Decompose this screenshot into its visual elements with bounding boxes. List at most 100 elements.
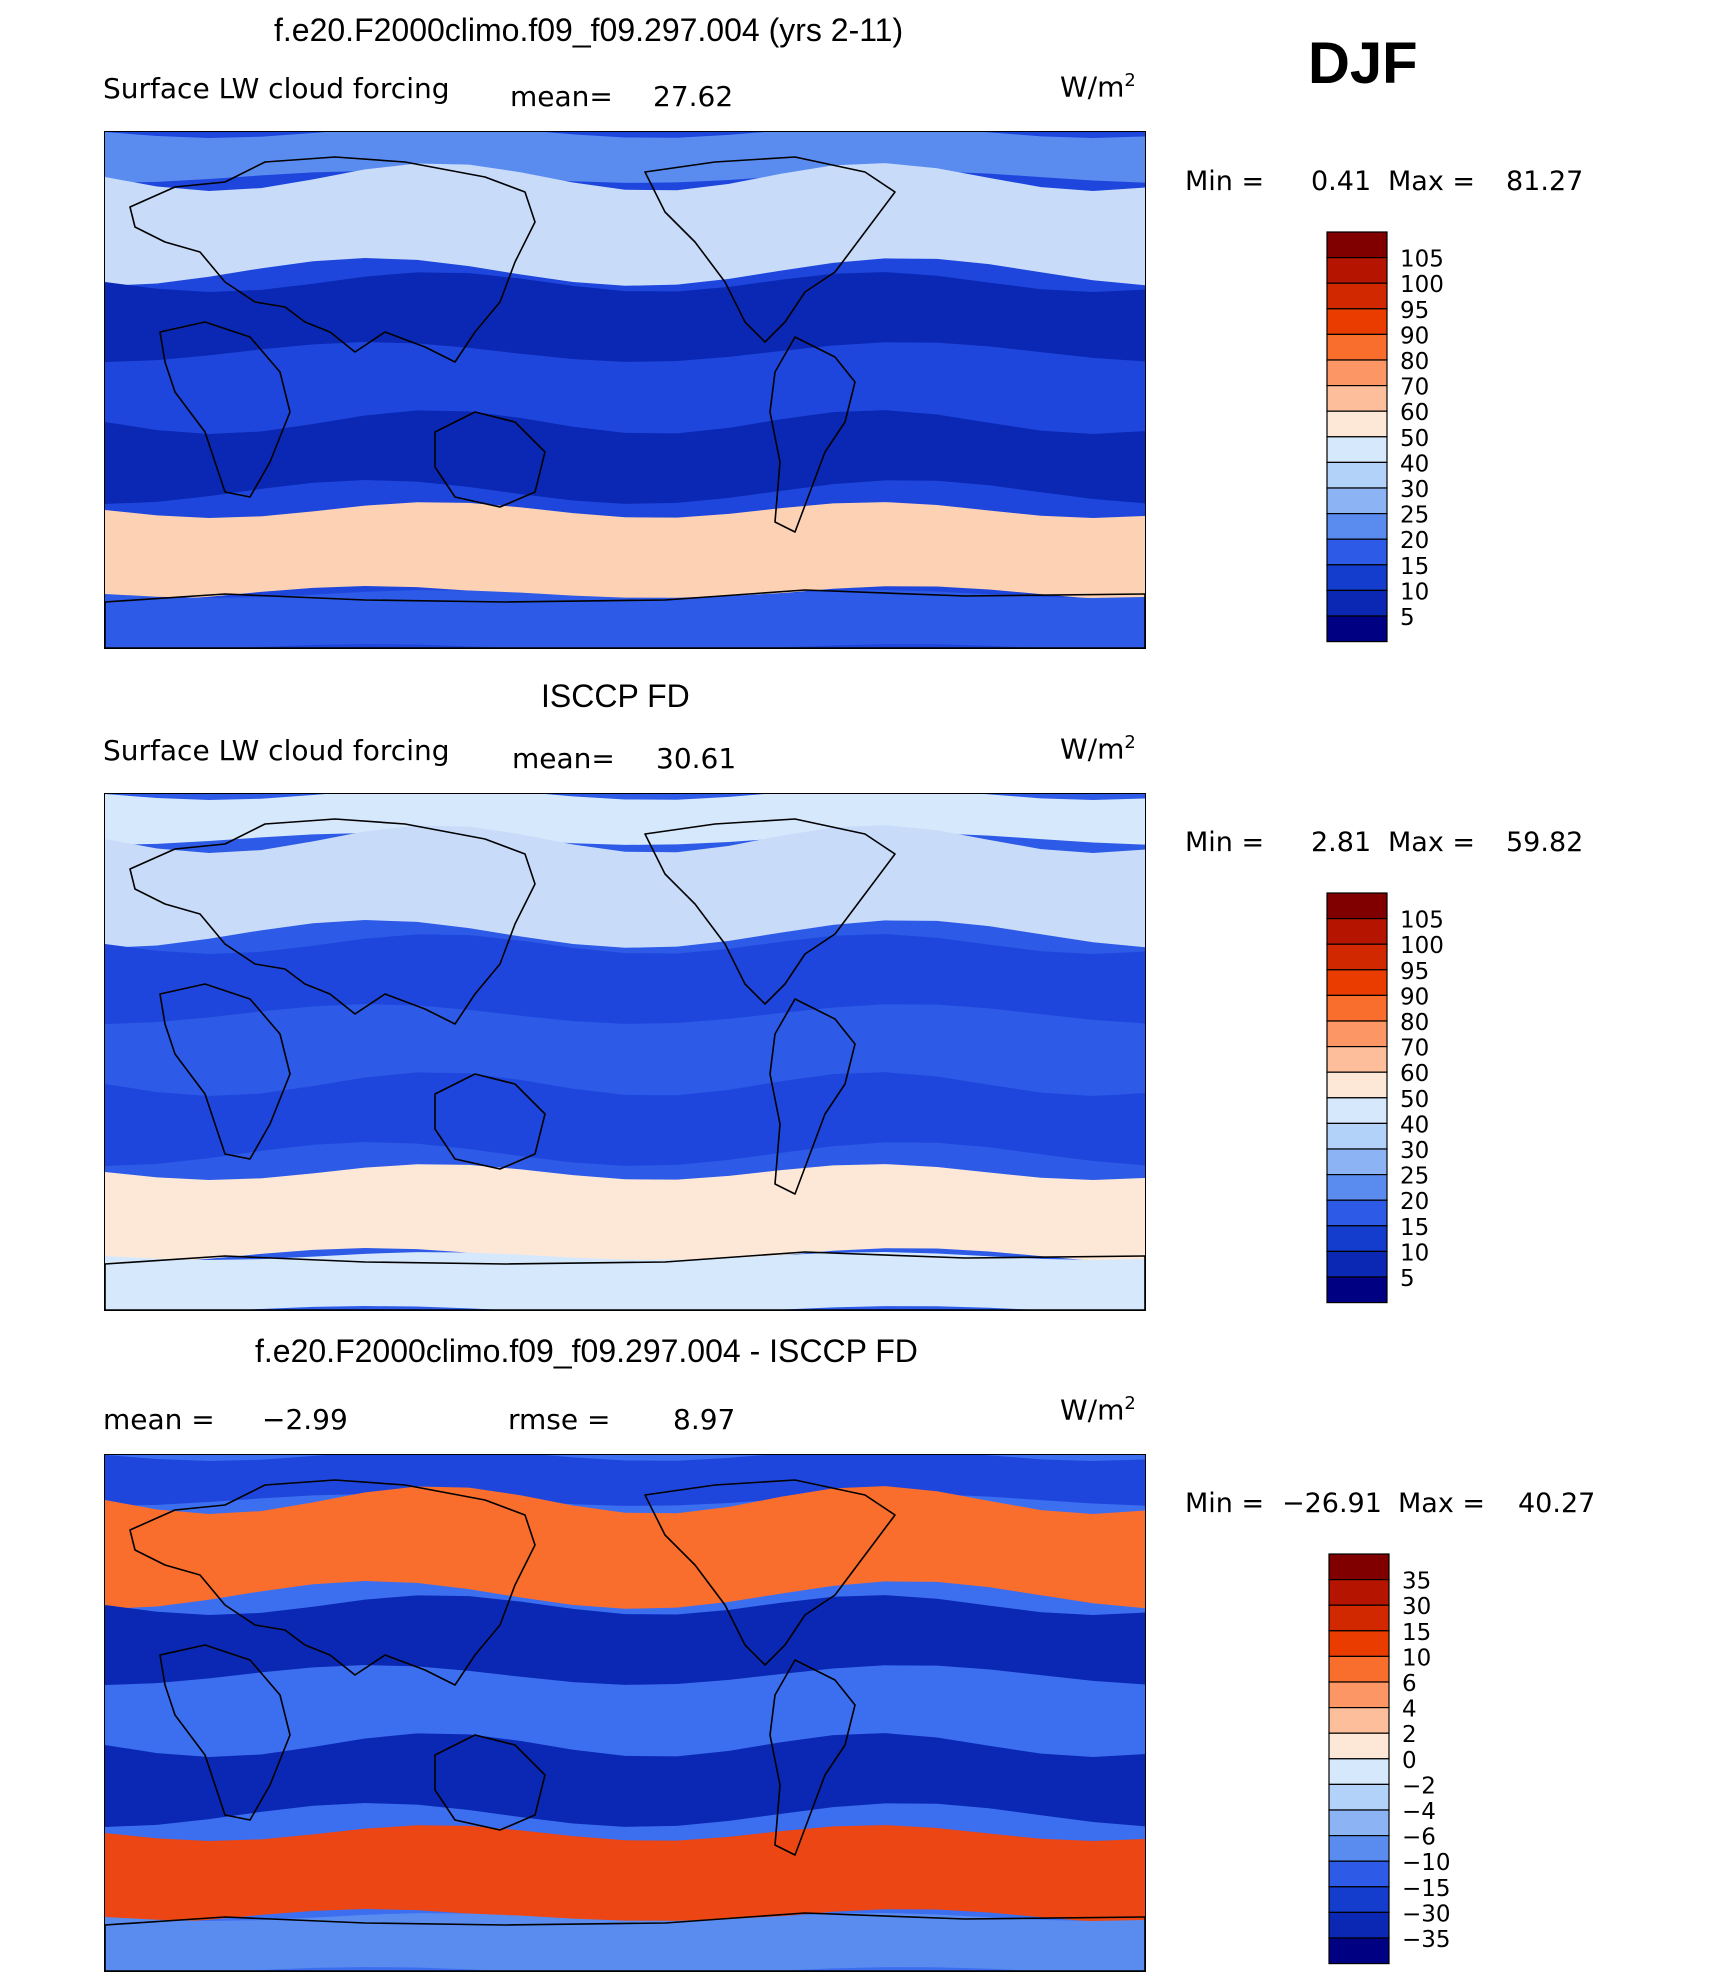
colorbar-level-label: 10 bbox=[1400, 579, 1429, 605]
field-contour-band bbox=[105, 1252, 1145, 1310]
colorbar-level-label: 25 bbox=[1400, 503, 1429, 529]
field-contour-band bbox=[105, 502, 1145, 602]
colorbar-level-label: 2 bbox=[1402, 1722, 1417, 1748]
colorbar-level-label: 105 bbox=[1400, 247, 1444, 273]
panel2-max-value: 59.82 bbox=[1506, 827, 1584, 858]
colorbar-swatch bbox=[1326, 1020, 1388, 1048]
colorbar-swatch bbox=[1328, 1604, 1390, 1632]
colorbar-level-label: 15 bbox=[1400, 554, 1429, 580]
colorbar-level-label: 4 bbox=[1402, 1697, 1417, 1723]
field-contour-band bbox=[105, 590, 1145, 648]
coastline bbox=[129, 156, 536, 363]
colorbar-swatch bbox=[1326, 564, 1388, 591]
panel3-mean-label: mean = bbox=[103, 1403, 215, 1436]
colorbar-level-label: 30 bbox=[1400, 477, 1429, 503]
colorbar-swatch bbox=[1328, 1911, 1390, 1939]
colorbar-swatch bbox=[1326, 410, 1388, 438]
colorbar-level-label: 25 bbox=[1400, 1164, 1429, 1190]
field-contour-band bbox=[105, 934, 1145, 1024]
colorbar-level-label: 20 bbox=[1400, 1189, 1429, 1215]
colorbar-level-label: 15 bbox=[1400, 1215, 1429, 1241]
colorbar-swatch bbox=[1326, 1046, 1388, 1073]
field-contour-band bbox=[105, 272, 1145, 362]
panel1-max-label: Max = bbox=[1388, 166, 1476, 197]
colorbar-swatch bbox=[1326, 257, 1388, 284]
coastline bbox=[434, 1734, 546, 1831]
colorbar-level-label: 0 bbox=[1402, 1748, 1417, 1774]
coastline bbox=[105, 589, 1145, 648]
coastline bbox=[159, 1644, 291, 1821]
colorbar-swatch bbox=[1326, 892, 1388, 920]
colorbar-level-label: 6 bbox=[1402, 1671, 1417, 1697]
panel2-map bbox=[104, 793, 1146, 1311]
colorbar-level-label: 90 bbox=[1400, 323, 1429, 349]
panel2-max-label: Max = bbox=[1388, 827, 1476, 858]
colorbar-level-label: 95 bbox=[1400, 959, 1429, 985]
colorbar-swatch bbox=[1328, 1707, 1390, 1734]
field-contour-band bbox=[105, 1825, 1145, 1925]
panel1-max-value: 81.27 bbox=[1506, 166, 1584, 197]
colorbar-swatch bbox=[1326, 1276, 1388, 1304]
colorbar-swatch bbox=[1328, 1732, 1390, 1760]
panel1-min-label: Min = bbox=[1185, 166, 1265, 197]
colorbar-swatch bbox=[1326, 436, 1388, 464]
colorbar-swatch bbox=[1326, 461, 1388, 489]
panel2-variable: Surface LW cloud forcing bbox=[103, 734, 450, 767]
colorbar-swatch bbox=[1326, 538, 1388, 566]
field-contour-band bbox=[105, 1733, 1145, 1827]
coastline bbox=[105, 1251, 1145, 1310]
colorbar-swatch bbox=[1328, 1809, 1390, 1837]
coastline bbox=[644, 1479, 896, 1666]
field-contour-band bbox=[105, 825, 1145, 948]
colorbar-swatch bbox=[1326, 1199, 1388, 1227]
colorbar-level-label: 100 bbox=[1400, 272, 1444, 298]
colorbar-swatch bbox=[1326, 994, 1388, 1022]
colorbar-level-label: 100 bbox=[1400, 933, 1444, 959]
colorbar-swatch bbox=[1326, 969, 1388, 997]
field-contour-band bbox=[105, 410, 1145, 504]
panel3-max-value: 40.27 bbox=[1518, 1488, 1596, 1519]
coastline bbox=[434, 1073, 546, 1170]
colorbar-level-label: −15 bbox=[1402, 1876, 1451, 1902]
colorbar-swatch bbox=[1326, 385, 1388, 412]
panel2-mean-label: mean= bbox=[512, 742, 615, 775]
colorbar-swatch bbox=[1326, 513, 1388, 540]
coastline bbox=[644, 156, 896, 343]
panel1-mean-value: 27.62 bbox=[653, 80, 734, 113]
colorbar-level-label: 70 bbox=[1400, 375, 1429, 401]
colorbar-swatch bbox=[1326, 487, 1388, 515]
colorbar-level-label: 105 bbox=[1400, 908, 1444, 934]
colorbar-swatch bbox=[1326, 282, 1388, 310]
field-contour-band bbox=[105, 1072, 1145, 1166]
colorbar-level-label: 70 bbox=[1400, 1036, 1429, 1062]
colorbar-level-label: 60 bbox=[1400, 400, 1429, 426]
colorbar-level-label: −10 bbox=[1402, 1850, 1451, 1876]
coastline bbox=[129, 1479, 536, 1686]
panel3-min-value: −26.91 bbox=[1282, 1488, 1382, 1519]
coastline bbox=[434, 411, 546, 508]
colorbar-level-label: 95 bbox=[1400, 298, 1429, 324]
colorbar-swatch bbox=[1326, 918, 1388, 945]
colorbar-level-label: 80 bbox=[1400, 1010, 1429, 1036]
colorbar-swatch bbox=[1328, 1937, 1390, 1965]
colorbar-swatch bbox=[1328, 1758, 1390, 1786]
colorbar-level-label: 60 bbox=[1400, 1061, 1429, 1087]
panel1-min-value: 0.41 bbox=[1311, 166, 1372, 197]
colorbar-level-label: −4 bbox=[1402, 1799, 1436, 1825]
panel2-title: ISCCP FD bbox=[541, 678, 690, 714]
colorbar-level-label: 80 bbox=[1400, 349, 1429, 375]
colorbar-level-label: −2 bbox=[1402, 1773, 1436, 1799]
colorbar-swatch bbox=[1328, 1681, 1390, 1709]
colorbar-swatch bbox=[1326, 1071, 1388, 1099]
field-contour-band bbox=[105, 1913, 1145, 1971]
panel3-mean-value: −2.99 bbox=[262, 1403, 348, 1436]
field-contour-band bbox=[105, 1164, 1145, 1264]
colorbar-level-label: 40 bbox=[1400, 1112, 1429, 1138]
colorbar-level-label: 50 bbox=[1400, 426, 1429, 452]
panel2-colorbar: 105 100 95 90 80 70 60 50 40 30 25 20 15 10 5 bbox=[1326, 892, 1487, 1304]
colorbar-level-label: 15 bbox=[1402, 1620, 1431, 1646]
colorbar-level-label: 20 bbox=[1400, 528, 1429, 554]
panel2-min-value: 2.81 bbox=[1311, 827, 1372, 858]
panel1-colorbar: 105 100 95 90 80 70 60 50 40 30 25 20 15 10 5 bbox=[1326, 231, 1487, 643]
coastline bbox=[769, 336, 856, 533]
